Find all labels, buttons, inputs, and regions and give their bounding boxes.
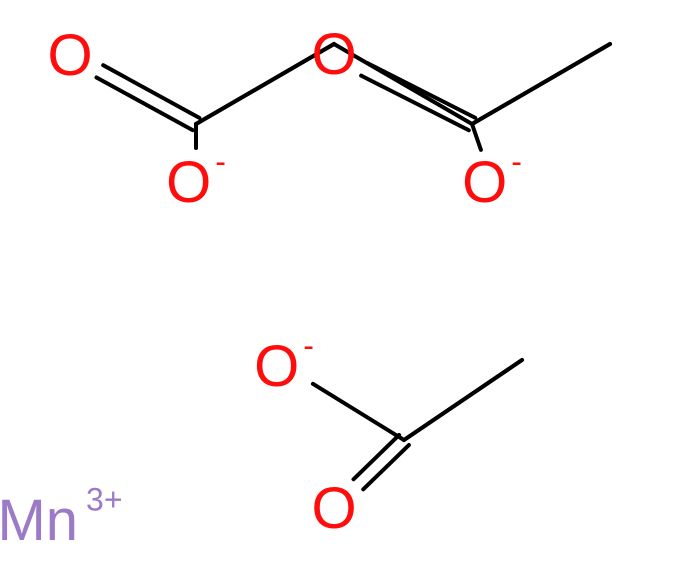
- element-symbol: O: [462, 150, 507, 215]
- bonds-group: [96, 44, 610, 489]
- bond-line: [96, 77, 192, 130]
- element-symbol: O: [311, 476, 356, 541]
- bond-line: [472, 44, 610, 124]
- o-atom-label: O-: [166, 144, 226, 215]
- element-symbol: Mn: [0, 488, 78, 553]
- o-atom-label: O: [47, 23, 92, 88]
- o-atom-label: O: [311, 22, 356, 87]
- bond-line: [404, 360, 522, 440]
- o-atom-label: O: [311, 476, 356, 541]
- bond-line: [472, 124, 481, 150]
- molecule-diagram: OO-OO-O-OMn3+: [0, 0, 677, 573]
- element-symbol: O: [254, 334, 299, 399]
- charge-superscript: 3+: [86, 482, 122, 518]
- bond-line: [361, 76, 469, 131]
- mn-atom-label: Mn3+: [0, 482, 123, 553]
- bond-line: [363, 445, 409, 489]
- charge-superscript: -: [511, 144, 522, 180]
- charge-superscript: -: [215, 144, 226, 180]
- bond-line: [313, 384, 404, 440]
- element-symbol: O: [47, 23, 92, 88]
- o-atom-label: O-: [254, 328, 314, 399]
- element-symbol: O: [166, 150, 211, 215]
- charge-superscript: -: [303, 328, 314, 364]
- bond-line: [354, 435, 400, 479]
- element-symbol: O: [311, 22, 356, 87]
- o-atom-label: O-: [462, 144, 522, 215]
- bond-line: [103, 65, 199, 118]
